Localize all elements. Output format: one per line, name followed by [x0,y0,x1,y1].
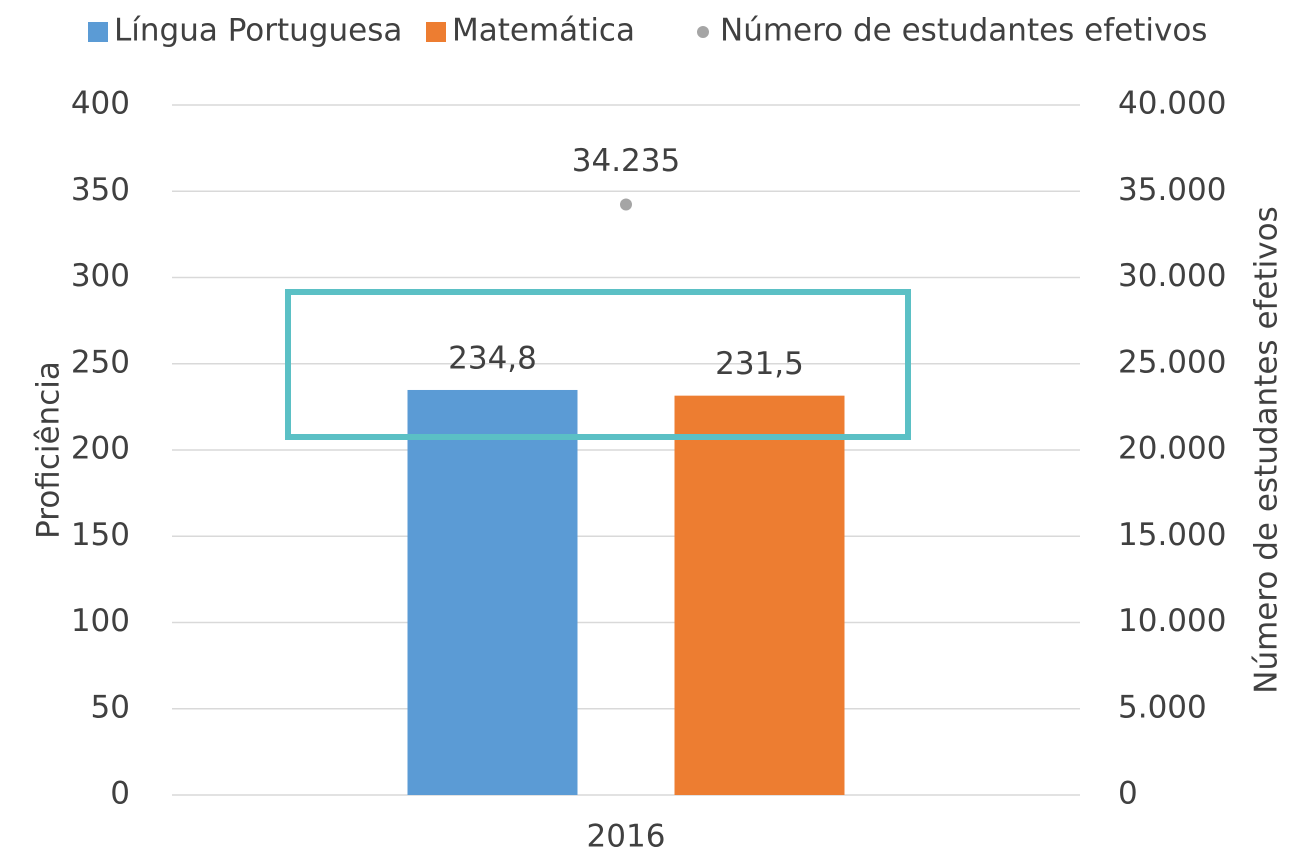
y-tick-label: 100 [71,603,130,639]
legend-marker [88,22,108,42]
legend-marker [697,26,709,38]
y2-tick-label: 0 [1118,776,1138,812]
data-label: 234,8 [448,340,537,376]
legend-label: Matemática [452,13,635,49]
bar [407,389,578,795]
y2-tick-label: 40.000 [1118,86,1226,122]
y-tick-label: 200 [71,431,130,467]
bar [674,395,845,795]
data-label: 34.235 [572,143,680,179]
y2-tick-label: 35.000 [1118,172,1226,208]
y2-tick-label: 10.000 [1118,603,1226,639]
y-tick-label: 150 [71,517,130,553]
y-tick-label: 50 [91,689,130,725]
data-label: 231,5 [715,346,804,382]
y2-axis-title: Número de estudantes efetivos [1249,206,1285,693]
legend-marker [426,22,446,42]
y-tick-label: 300 [71,258,130,294]
legend-label: Número de estudantes efetivos [720,13,1207,49]
highlight-box [285,289,911,440]
y2-tick-label: 25.000 [1118,344,1226,380]
y2-tick-label: 20.000 [1118,431,1226,467]
y-tick-label: 0 [110,776,130,812]
point [620,198,632,211]
y2-tick-label: 30.000 [1118,258,1226,294]
legend-label: Língua Portuguesa [114,13,402,49]
y-tick-label: 250 [71,344,130,380]
y-tick-label: 400 [71,86,130,122]
y2-tick-label: 5.000 [1118,689,1207,725]
y-axis-title: Proficiência [31,361,67,539]
x-tick-label: 2016 [587,819,666,855]
y-tick-label: 350 [71,172,130,208]
y2-tick-label: 15.000 [1118,517,1226,553]
